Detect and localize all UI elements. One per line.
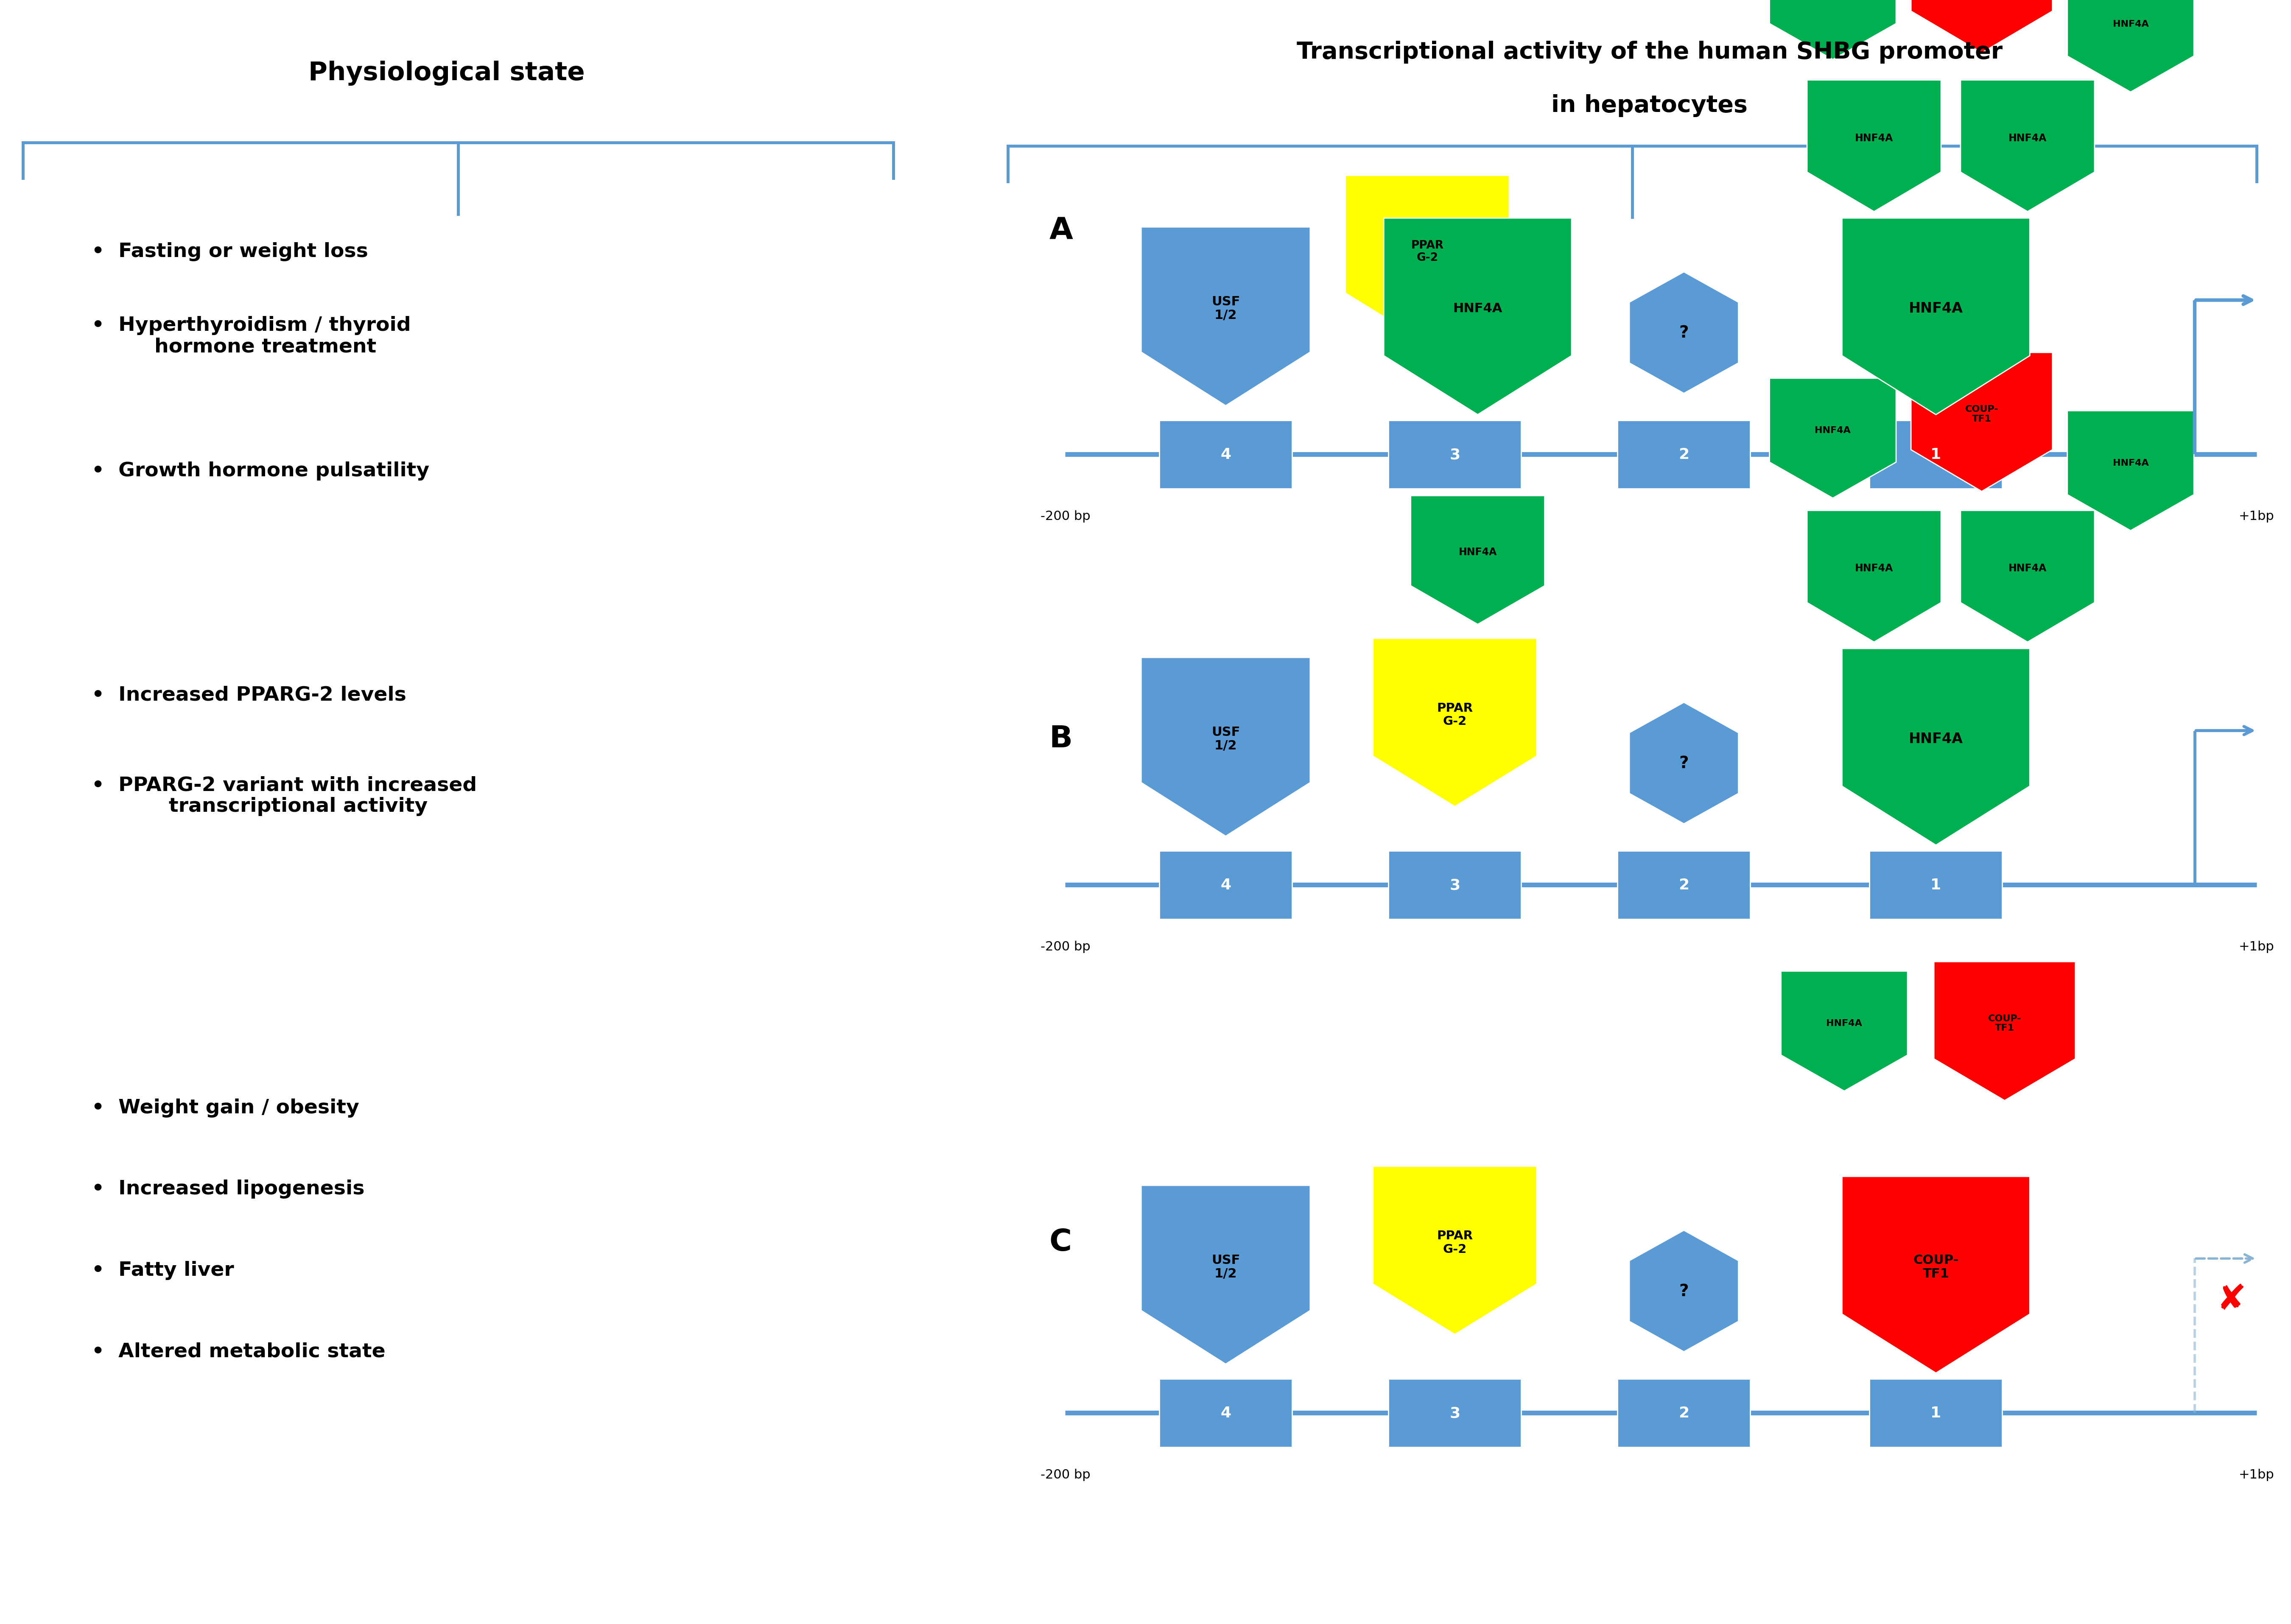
Text: •  Fatty liver: • Fatty liver <box>92 1260 234 1280</box>
Text: HNF4A: HNF4A <box>1908 732 1963 745</box>
Text: +1bp: +1bp <box>2238 940 2275 953</box>
Text: 3: 3 <box>1450 879 1459 892</box>
Polygon shape <box>1629 703 1739 823</box>
Text: ?: ? <box>1679 325 1688 341</box>
Text: ?: ? <box>1679 755 1688 771</box>
Text: ✘: ✘ <box>2218 1281 2245 1317</box>
Polygon shape <box>1372 1166 1537 1335</box>
Text: +1bp: +1bp <box>2238 1468 2275 1481</box>
Text: 4: 4 <box>1221 1406 1230 1419</box>
Text: 4: 4 <box>1221 879 1230 892</box>
Text: •  Increased PPARG-2 levels: • Increased PPARG-2 levels <box>92 685 406 705</box>
Polygon shape <box>1911 0 2053 54</box>
Text: 3: 3 <box>1450 448 1459 461</box>
Polygon shape <box>1141 658 1310 836</box>
Polygon shape <box>1780 971 1908 1091</box>
Text: 3: 3 <box>1450 1406 1459 1419</box>
Text: USF
1/2: USF 1/2 <box>1212 726 1239 752</box>
Polygon shape <box>1842 648 2030 844</box>
Text: HNF4A: HNF4A <box>2009 133 2046 143</box>
Text: HNF4A: HNF4A <box>1814 425 1851 435</box>
Text: +1bp: +1bp <box>2238 510 2275 523</box>
FancyBboxPatch shape <box>1159 851 1292 919</box>
Polygon shape <box>1934 961 2076 1101</box>
Polygon shape <box>1769 0 1897 60</box>
Text: in hepatocytes: in hepatocytes <box>1551 94 1748 117</box>
Text: •  PPARG-2 variant with increased
    transcriptional activity: • PPARG-2 variant with increased transcr… <box>92 776 477 815</box>
Text: •  Altered metabolic state: • Altered metabolic state <box>92 1341 385 1361</box>
Text: PPAR
G-2: PPAR G-2 <box>1411 240 1443 263</box>
Text: A: A <box>1049 216 1072 245</box>
FancyBboxPatch shape <box>1388 1379 1521 1447</box>
Text: USF
1/2: USF 1/2 <box>1212 296 1239 322</box>
Polygon shape <box>1141 227 1310 406</box>
Text: HNF4A: HNF4A <box>2112 458 2149 468</box>
Text: 4: 4 <box>1221 448 1230 461</box>
Text: ?: ? <box>1679 1283 1688 1299</box>
Text: USF
1/2: USF 1/2 <box>1212 1254 1239 1280</box>
Polygon shape <box>1769 378 1897 499</box>
Text: HNF4A: HNF4A <box>1856 133 1892 143</box>
Text: HNF4A: HNF4A <box>1908 302 1963 315</box>
Polygon shape <box>1961 81 2094 211</box>
Text: •  Hyperthyroidism / thyroid
    hormone treatment: • Hyperthyroidism / thyroid hormone trea… <box>92 317 410 356</box>
Text: 1: 1 <box>1931 1406 1940 1419</box>
Polygon shape <box>1411 495 1544 625</box>
Polygon shape <box>1808 81 1940 211</box>
Text: COUP-
TF1: COUP- TF1 <box>1913 1254 1959 1280</box>
Text: -200 bp: -200 bp <box>1040 940 1091 953</box>
Polygon shape <box>1384 219 1572 414</box>
Text: •  Weight gain / obesity: • Weight gain / obesity <box>92 1098 360 1117</box>
Text: •  Increased lipogenesis: • Increased lipogenesis <box>92 1179 364 1199</box>
FancyBboxPatch shape <box>1159 421 1292 489</box>
FancyBboxPatch shape <box>1869 421 2002 489</box>
Polygon shape <box>2066 0 2195 93</box>
Polygon shape <box>1629 273 1739 393</box>
FancyBboxPatch shape <box>1617 851 1750 919</box>
Polygon shape <box>1842 1176 2030 1372</box>
FancyBboxPatch shape <box>1617 1379 1750 1447</box>
Text: 1: 1 <box>1931 448 1940 461</box>
Text: COUP-
TF1: COUP- TF1 <box>1966 404 1998 424</box>
Text: 2: 2 <box>1679 448 1688 461</box>
Text: C: C <box>1049 1228 1072 1257</box>
Text: COUP-
TF1: COUP- TF1 <box>1989 1013 2021 1033</box>
Text: PPAR
G-2: PPAR G-2 <box>1436 702 1473 728</box>
Polygon shape <box>2066 411 2195 531</box>
FancyBboxPatch shape <box>1388 851 1521 919</box>
Text: Transcriptional activity of the human SHBG promoter: Transcriptional activity of the human SH… <box>1297 41 2002 63</box>
Text: HNF4A: HNF4A <box>2112 19 2149 29</box>
Polygon shape <box>1345 175 1510 344</box>
Polygon shape <box>1141 1186 1310 1364</box>
Text: HNF4A: HNF4A <box>1856 564 1892 573</box>
Text: HNF4A: HNF4A <box>2009 564 2046 573</box>
Text: 1: 1 <box>1931 879 1940 892</box>
FancyBboxPatch shape <box>1869 851 2002 919</box>
Polygon shape <box>1961 510 2094 641</box>
Text: •  Growth hormone pulsatility: • Growth hormone pulsatility <box>92 461 428 481</box>
Text: HNF4A: HNF4A <box>1459 547 1496 557</box>
Polygon shape <box>1842 219 2030 414</box>
Polygon shape <box>1372 638 1537 807</box>
Polygon shape <box>1808 510 1940 641</box>
Polygon shape <box>1629 1231 1739 1351</box>
Text: •  Fasting or weight loss: • Fasting or weight loss <box>92 242 369 261</box>
Text: 2: 2 <box>1679 1406 1688 1419</box>
Text: HNF4A: HNF4A <box>1826 1018 1863 1028</box>
Text: -200 bp: -200 bp <box>1040 1468 1091 1481</box>
FancyBboxPatch shape <box>1388 421 1521 489</box>
FancyBboxPatch shape <box>1869 1379 2002 1447</box>
FancyBboxPatch shape <box>1617 421 1750 489</box>
FancyBboxPatch shape <box>1159 1379 1292 1447</box>
Text: -200 bp: -200 bp <box>1040 510 1091 523</box>
Polygon shape <box>1911 352 2053 492</box>
Text: 2: 2 <box>1679 879 1688 892</box>
Text: PPAR
G-2: PPAR G-2 <box>1436 1229 1473 1255</box>
Text: HNF4A: HNF4A <box>1452 302 1503 315</box>
Text: B: B <box>1049 724 1072 754</box>
Text: Physiological state: Physiological state <box>309 60 584 86</box>
